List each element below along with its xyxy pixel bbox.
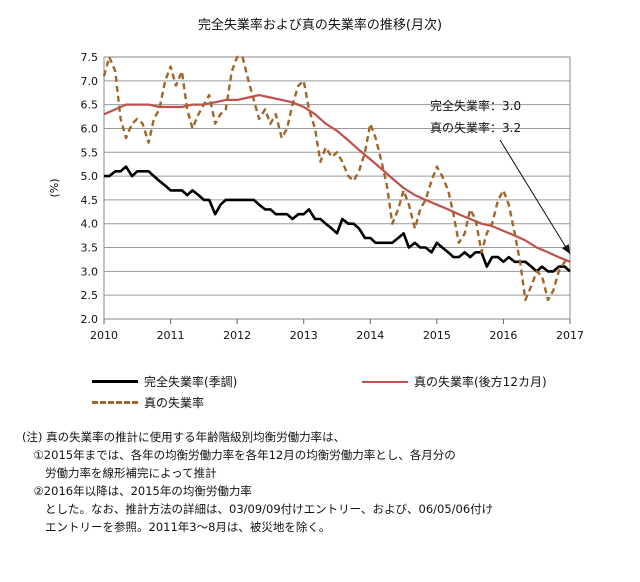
footnote-line: 労働力率を線形補完によって推計 bbox=[22, 466, 217, 480]
series-line-true bbox=[102, 55, 570, 302]
footnote: (注) 真の失業率の推計に使用する年齢階級別均衡労働力率は、 ①2015年までは… bbox=[22, 428, 622, 536]
y-tick-label: 2.0 bbox=[81, 313, 99, 326]
y-tick-label: 4.5 bbox=[81, 194, 99, 207]
footnote-line: とした。なお、推計方法の詳細は、03/09/09付けエントリー、および、06/0… bbox=[22, 502, 494, 516]
y-tick-label: 6.5 bbox=[81, 99, 99, 112]
y-tick-label: 4.0 bbox=[81, 218, 99, 231]
y-tick-label: 5.5 bbox=[81, 146, 99, 159]
legend-item-actual: 完全失業率(季調) bbox=[92, 373, 237, 390]
annotation-line-1: 完全失業率：3.0 bbox=[430, 98, 521, 113]
x-tick-label: 2013 bbox=[290, 329, 318, 342]
x-tick-label: 2010 bbox=[90, 329, 118, 342]
x-axis: 2010 2011 2012 2013 2014 2015 2016 2017 bbox=[90, 319, 584, 342]
footnote-line: ①2015年までは、各年の均衡労働力率を各年12月の均衡労働力率とし、各月分の bbox=[22, 448, 456, 462]
x-tick-label: 2017 bbox=[556, 329, 584, 342]
x-tick-label: 2016 bbox=[489, 329, 517, 342]
legend-item-true: 真の失業率 bbox=[92, 394, 204, 411]
footnote-line: エントリーを参照。2011年3～8月は、被災地を除く。 bbox=[22, 520, 331, 534]
x-tick-label: 2012 bbox=[223, 329, 251, 342]
y-axis: 2.0 2.5 3.0 3.5 4.0 4.5 5.0 5.5 6.0 6.5 7.0 7.5 bbox=[81, 51, 99, 326]
legend-swatch-true-12m bbox=[362, 380, 408, 383]
footnote-line: (注) 真の失業率の推計に使用する年齢階級別均衡労働力率は、 bbox=[22, 430, 346, 444]
x-tick-label: 2011 bbox=[157, 329, 185, 342]
y-tick-label: 3.0 bbox=[81, 265, 99, 278]
legend-label-true: 真の失業率 bbox=[144, 396, 205, 410]
y-tick-label: 5.0 bbox=[81, 170, 99, 183]
chart-title: 完全失業率および真の失業率の推移(月次) bbox=[197, 18, 443, 33]
series-line-actual bbox=[104, 165, 571, 273]
x-tick-label: 2014 bbox=[356, 329, 384, 342]
series-group bbox=[102, 55, 571, 302]
chart: 2.0 2.5 3.0 3.5 4.0 4.5 5.0 5.5 6.0 6.5 7.0 7.5 201… bbox=[48, 51, 584, 342]
legend-item-true-12m: 真の失業率(後方12カ月) bbox=[362, 373, 547, 390]
plot-area bbox=[103, 56, 571, 320]
annotation-arrow bbox=[499, 139, 571, 255]
annotation-arrowhead bbox=[561, 244, 570, 254]
y-tick-label: 7.0 bbox=[81, 75, 99, 88]
legend-label-true-12m: 真の失業率(後方12カ月) bbox=[414, 375, 547, 389]
y-tick-label: 2.5 bbox=[81, 289, 99, 302]
y-axis-label: (%) bbox=[48, 178, 61, 197]
grid bbox=[104, 56, 570, 320]
legend-swatch-true bbox=[92, 401, 138, 404]
legend-swatch-actual bbox=[92, 380, 138, 383]
y-tick-label: 7.5 bbox=[81, 51, 99, 64]
annotation: 完全失業率：3.0 真の失業率：3.2 bbox=[430, 98, 571, 255]
y-tick-label: 6.0 bbox=[81, 122, 99, 135]
annotation-line-2: 真の失業率：3.2 bbox=[430, 120, 521, 135]
footnote-line: ②2016年以降は、2015年の均衡労働力率 bbox=[22, 484, 252, 498]
legend-label-actual: 完全失業率(季調) bbox=[144, 375, 238, 389]
x-tick-label: 2015 bbox=[423, 329, 451, 342]
y-tick-label: 3.5 bbox=[81, 242, 99, 255]
